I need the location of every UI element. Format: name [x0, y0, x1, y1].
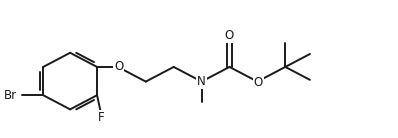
- Text: F: F: [98, 111, 105, 124]
- Text: N: N: [197, 75, 206, 88]
- Text: Br: Br: [4, 89, 18, 102]
- Text: O: O: [254, 76, 263, 89]
- Text: O: O: [114, 60, 123, 73]
- Text: O: O: [225, 29, 234, 42]
